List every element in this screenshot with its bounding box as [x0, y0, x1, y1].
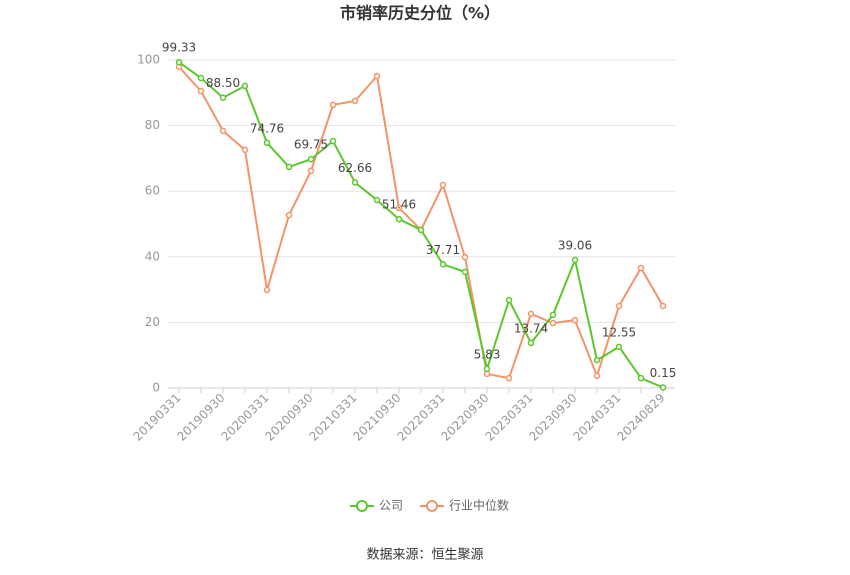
data-point: [527, 339, 535, 347]
data-point: [461, 268, 469, 276]
data-point: [417, 226, 425, 234]
data-point: [439, 181, 447, 189]
data-point: [263, 286, 271, 294]
data-label: 0.15: [650, 366, 677, 380]
data-point: [615, 343, 623, 351]
y-tick-label: 20: [145, 315, 160, 329]
data-point: [373, 196, 381, 204]
data-point: [505, 374, 513, 382]
data-label: 37.71: [426, 243, 460, 257]
data-point: [615, 302, 623, 310]
data-point: [461, 253, 469, 261]
data-point: [175, 58, 183, 66]
data-point: [351, 179, 359, 186]
x-tick-label: 20240829: [615, 391, 668, 444]
y-tick-label: 80: [145, 118, 160, 132]
data-point: [395, 204, 403, 212]
data-point: [659, 384, 667, 391]
data-point: [439, 261, 447, 268]
legend-marker: [426, 500, 438, 512]
data-point: [549, 311, 557, 319]
data-point: [307, 155, 315, 163]
data-point: [395, 215, 403, 223]
data-label: 12.55: [602, 325, 636, 339]
data-label: 39.06: [558, 238, 592, 252]
data-point: [197, 74, 205, 82]
data-point: [527, 310, 535, 318]
data-point: [241, 146, 249, 154]
data-point: [373, 72, 381, 80]
data-point: [263, 139, 271, 147]
data-point: [593, 372, 601, 380]
data-point: [329, 101, 337, 109]
data-label: 88.50: [206, 76, 240, 90]
data-label: 62.66: [338, 161, 372, 175]
data-point: [571, 316, 579, 324]
data-point: [637, 264, 645, 272]
data-point: [571, 256, 579, 264]
y-tick-label: 0: [152, 381, 160, 395]
y-tick-label: 60: [145, 184, 160, 198]
data-label: 13.74: [514, 321, 548, 335]
data-label: 69.75: [294, 138, 328, 152]
data-point: [219, 94, 227, 101]
data-point: [197, 87, 205, 95]
series-line: [178, 61, 664, 389]
legend-marker: [356, 500, 368, 512]
legend-label: 公司: [379, 499, 403, 513]
data-point: [659, 302, 667, 310]
data-point: [219, 127, 227, 135]
data-point: [505, 296, 513, 304]
data-point: [351, 97, 359, 105]
y-tick-label: 40: [145, 249, 160, 263]
data-label: 51.46: [382, 198, 416, 212]
data-point: [241, 82, 249, 90]
legend-label: 行业中位数: [449, 498, 509, 513]
data-point: [307, 167, 315, 175]
data-point: [549, 319, 557, 327]
data-point: [285, 163, 293, 171]
data-label: 74.76: [250, 121, 284, 135]
chart-title: 市销率历史分位（%）: [340, 4, 500, 23]
data-point: [483, 365, 491, 373]
data-label: 99.33: [162, 41, 196, 55]
data-point: [593, 356, 601, 364]
data-label: 5.83: [474, 347, 501, 361]
data-point: [637, 374, 645, 382]
y-tick-label: 100: [137, 53, 160, 67]
data-point: [285, 211, 293, 219]
data-point: [329, 137, 337, 145]
source-note: 数据来源：恒生聚源: [366, 548, 483, 563]
